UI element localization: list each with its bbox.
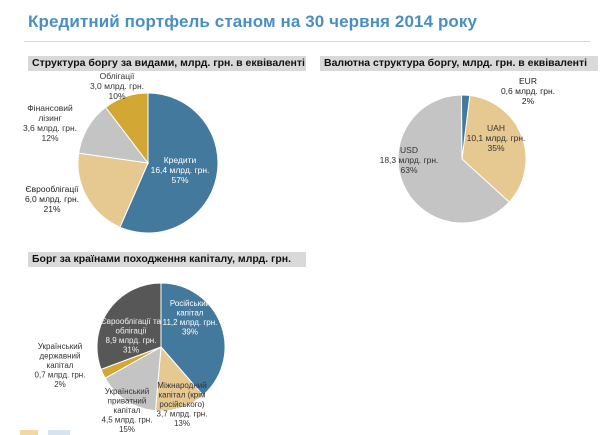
- title-divider: [24, 41, 590, 42]
- chart2-title: Валютна структура боргу, млрд. грн. в ек…: [320, 56, 598, 71]
- pie-label-кредити: Кредити 16,4 млрд. грн. 57%: [151, 155, 210, 185]
- pie-label-єврооблігації: Єврооблігації 6,0 млрд. грн. 21%: [25, 184, 79, 214]
- page-title: Кредитний портфель станом на 30 червня 2…: [28, 12, 478, 31]
- pie-label-міжнародний-капітал-крім-російського: Міжнародний капітал (крім російського) 3,7 …: [157, 381, 208, 428]
- pie-slice-usd: [397, 94, 510, 224]
- chart3-title: Борг за країнами походження капіталу, мл…: [28, 252, 306, 267]
- pie-label-eur: EUR 0,6 млрд. грн. 2%: [501, 76, 555, 106]
- pie-label-український-державний-капітал: Український державний капітал 0,7 млрд. грн…: [35, 342, 86, 389]
- pie-slice-російський-капітал: [160, 282, 226, 397]
- footer-decoration-right: [48, 430, 70, 435]
- debt-by-type-pie-chart: Кредити 16,4 млрд. грн. 57% Єврооблігації 6,…: [23, 71, 219, 234]
- pie-label-російський-капітал: Російський капітал 11,2 млрд. грн. 39%: [163, 299, 218, 337]
- pie-label-облігації: Облігації 3,0 млрд. грн. 10%: [90, 71, 144, 101]
- pie-slice-eur: [460, 94, 471, 160]
- debt-by-capital-origin-pie-chart: Російський капітал 11,2 млрд. грн. 39% Міжна…: [35, 282, 226, 434]
- pie-slice-єврооблігації: [77, 152, 149, 228]
- pie-label-uah: UAH 10,1 млрд. грн. 35%: [467, 123, 526, 153]
- pie-slice-єврооблігації-та-облігації: [96, 282, 162, 371]
- chart1-title: Структура боргу за видами, млрд. грн. в …: [28, 56, 306, 71]
- pie-slice-облігації: [104, 92, 149, 165]
- pie-label-український-приватний-капітал: Український приватний капітал 4,5 млрд. грн…: [102, 387, 153, 434]
- footer-decoration-left: [20, 430, 38, 435]
- pie-slice-кредити: [119, 92, 219, 234]
- currency-structure-pie-chart: UAH 10,1 млрд. грн. 35% USD 18,3 млрд. грн. 6…: [380, 76, 555, 224]
- pie-label-єврооблігації-та-облігації: Єврооблігації та облігації 8,9 млрд. грн. 3…: [101, 317, 162, 355]
- pie-slice-uah: [461, 94, 527, 203]
- pie-slice-український-приватний-капітал: [104, 346, 162, 412]
- pie-label-фінансовий-лізинг: Фінансовий лізинг 3,6 млрд. грн. 12%: [23, 103, 77, 143]
- pie-label-usd: USD 18,3 млрд. грн. 63%: [380, 145, 439, 175]
